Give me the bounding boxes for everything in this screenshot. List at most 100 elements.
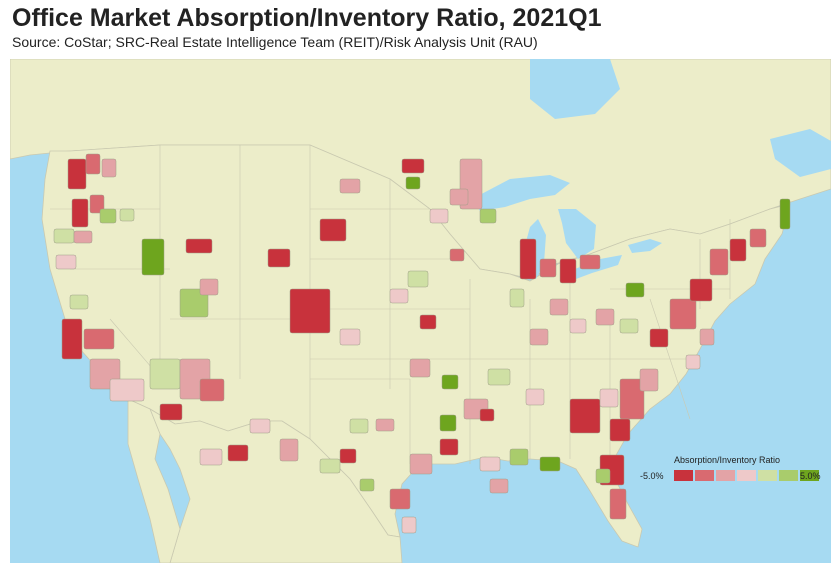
map-container[interactable] (10, 59, 831, 563)
metro-region[interactable] (639, 368, 659, 392)
metro-regions[interactable] (53, 153, 791, 534)
metro-region[interactable] (405, 176, 421, 190)
metro-region[interactable] (449, 188, 469, 206)
baja-peninsula (127, 398, 181, 563)
metro-region[interactable] (141, 238, 165, 276)
metro-region[interactable] (349, 418, 369, 434)
metro-region[interactable] (199, 278, 219, 296)
lake-superior (472, 175, 570, 211)
metro-region[interactable] (669, 298, 697, 330)
metro-region[interactable] (409, 358, 431, 378)
metro-region[interactable] (479, 208, 497, 224)
metro-region[interactable] (595, 308, 615, 326)
metro-region[interactable] (149, 358, 181, 390)
metro-region[interactable] (407, 270, 429, 288)
metro-region[interactable] (489, 478, 509, 494)
legend-swatch (779, 470, 798, 481)
metro-region[interactable] (401, 158, 425, 174)
metro-region[interactable] (339, 448, 357, 464)
metro-region[interactable] (85, 153, 101, 175)
metro-region[interactable] (389, 288, 409, 304)
metro-region[interactable] (339, 328, 361, 346)
metro-region[interactable] (509, 448, 529, 466)
metro-region[interactable] (559, 258, 577, 284)
metro-region[interactable] (609, 418, 631, 442)
metro-region[interactable] (539, 456, 561, 472)
metro-region[interactable] (61, 318, 83, 360)
metro-region[interactable] (619, 318, 639, 334)
metro-region[interactable] (375, 418, 395, 432)
metro-region[interactable] (525, 388, 545, 406)
metro-region[interactable] (729, 238, 747, 262)
metro-region[interactable] (709, 248, 729, 276)
chart-subtitle: Source: CoStar; SRC-Real Estate Intellig… (12, 34, 538, 50)
metro-region[interactable] (441, 374, 459, 390)
metro-region[interactable] (67, 158, 87, 190)
metro-region[interactable] (319, 218, 347, 242)
metro-region[interactable] (509, 288, 525, 308)
metro-region[interactable] (409, 453, 433, 475)
metro-region[interactable] (267, 248, 291, 268)
metro-region[interactable] (249, 418, 271, 434)
metro-region[interactable] (119, 208, 135, 222)
metro-region[interactable] (389, 488, 411, 510)
metro-region[interactable] (429, 208, 449, 224)
hudson-bay (530, 59, 620, 119)
gulf-st-lawrence (770, 129, 831, 177)
metro-region[interactable] (199, 448, 223, 466)
metro-region[interactable] (339, 178, 361, 194)
legend-swatch (716, 470, 735, 481)
legend-swatch (758, 470, 777, 481)
metro-region[interactable] (89, 194, 105, 214)
metro-region[interactable] (549, 298, 569, 316)
metro-region[interactable] (699, 328, 715, 346)
metro-region[interactable] (539, 258, 557, 278)
metro-region[interactable] (479, 456, 501, 472)
metro-region[interactable] (579, 254, 601, 270)
metro-region[interactable] (319, 458, 341, 474)
metro-region[interactable] (179, 288, 209, 318)
metro-region[interactable] (227, 444, 249, 462)
metro-region[interactable] (53, 228, 75, 244)
metro-region[interactable] (199, 378, 225, 402)
metro-region[interactable] (529, 328, 549, 346)
metro-region[interactable] (595, 468, 611, 484)
metro-region[interactable] (279, 438, 299, 462)
metro-region[interactable] (83, 328, 115, 350)
metro-region[interactable] (749, 228, 767, 248)
metro-region[interactable] (401, 516, 417, 534)
legend-swatch (695, 470, 714, 481)
metro-region[interactable] (185, 238, 213, 254)
metro-region[interactable] (619, 378, 645, 420)
metro-region[interactable] (569, 398, 601, 434)
metro-region[interactable] (73, 230, 93, 244)
metro-region[interactable] (109, 378, 145, 402)
metro-region[interactable] (479, 408, 495, 422)
metro-region[interactable] (779, 198, 791, 230)
metro-region[interactable] (55, 254, 77, 270)
legend-swatch (800, 470, 819, 481)
metro-region[interactable] (519, 238, 537, 280)
choropleth-map[interactable] (10, 59, 831, 563)
metro-region[interactable] (689, 278, 713, 302)
metro-region[interactable] (609, 488, 627, 520)
metro-region[interactable] (101, 158, 117, 178)
metro-region[interactable] (649, 328, 669, 348)
metro-region[interactable] (685, 354, 701, 370)
color-legend: Absorption/Inventory Ratio -5.0% 5.0% (638, 455, 828, 487)
metro-region[interactable] (419, 314, 437, 330)
metro-region[interactable] (569, 318, 587, 334)
metro-region[interactable] (289, 288, 331, 334)
metro-region[interactable] (439, 414, 457, 432)
metro-region[interactable] (599, 388, 619, 408)
chart-title: Office Market Absorption/Inventory Ratio… (12, 4, 602, 32)
metro-region[interactable] (71, 198, 89, 228)
metro-region[interactable] (99, 208, 117, 224)
metro-region[interactable] (159, 403, 183, 421)
metro-region[interactable] (439, 438, 459, 456)
metro-region[interactable] (625, 282, 645, 298)
metro-region[interactable] (359, 478, 375, 492)
metro-region[interactable] (69, 294, 89, 310)
metro-region[interactable] (487, 368, 511, 386)
metro-region[interactable] (449, 248, 465, 262)
